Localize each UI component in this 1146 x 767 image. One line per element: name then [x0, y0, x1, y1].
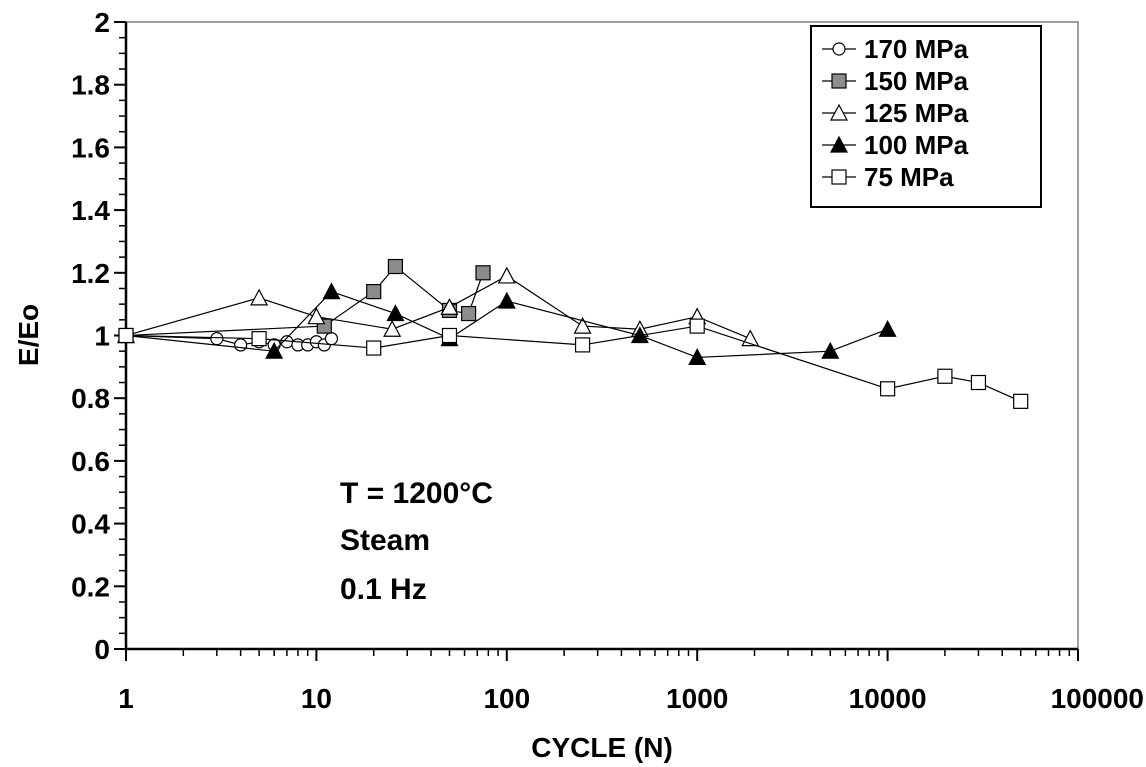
data-point — [210, 332, 224, 346]
y-tick-label: 1.8 — [71, 70, 110, 101]
series-line — [125, 325, 1021, 402]
series-line — [125, 275, 751, 340]
y-tick-label: 1.6 — [71, 132, 110, 163]
y-tick-label: 0.2 — [71, 571, 110, 602]
data-point — [441, 327, 458, 344]
data-point — [307, 307, 326, 325]
series-layer — [117, 258, 1029, 409]
y-tick-label: 0.8 — [71, 383, 110, 414]
data-point — [821, 341, 840, 359]
data-point — [387, 258, 404, 275]
y-axis-title: E/Eo — [13, 304, 44, 366]
legend-marker — [830, 103, 848, 121]
series-75-mpa — [118, 318, 1029, 409]
annotation-temperature: T = 1200°C — [340, 477, 493, 510]
data-point — [386, 304, 405, 322]
y-tick-label: 0.6 — [71, 446, 110, 477]
data-point — [574, 337, 591, 353]
y-tick-label: 1 — [94, 321, 110, 352]
legend-label: 100 MPa — [864, 130, 969, 160]
data-point — [573, 316, 592, 334]
data-point — [440, 298, 459, 315]
series-100-mpa — [117, 282, 897, 366]
y-tick-label: 1.2 — [71, 258, 110, 289]
data-point — [265, 341, 284, 359]
axes — [114, 21, 1079, 661]
legend-marker — [832, 42, 846, 56]
legend-label: 170 MPa — [864, 34, 969, 64]
tick-labels: 0 0.2 0.4 0.6 0.8 1 1.2 1.4 1.6 1.8 2 1 10 100 1000 100… — [71, 7, 1144, 714]
x-tick-label: 10 — [301, 683, 332, 714]
x-tick-label: 1 — [118, 683, 134, 714]
x-axis-title: CYCLE (N) — [531, 732, 673, 763]
y-tick-label: 0 — [94, 634, 110, 665]
x-tick-label: 100 — [483, 683, 530, 714]
data-point — [688, 348, 707, 366]
data-point — [970, 374, 987, 391]
data-point — [366, 340, 382, 356]
x-tick-label: 1000 — [666, 683, 728, 714]
y-tick-label: 2 — [94, 7, 110, 38]
data-point — [878, 319, 897, 337]
x-tick-label: 10000 — [849, 683, 927, 714]
series-line — [125, 290, 888, 359]
data-point — [497, 291, 516, 309]
data-point — [879, 381, 896, 397]
legend-marker — [830, 135, 848, 153]
annotation-environment: Steam — [340, 524, 430, 557]
data-point — [460, 305, 477, 322]
data-point — [383, 319, 402, 337]
y-tick-label: 0.4 — [71, 509, 110, 540]
x-tick-label: 100000 — [1051, 683, 1144, 714]
data-point — [250, 288, 269, 306]
data-point — [322, 282, 341, 300]
data-point — [689, 318, 705, 334]
legend-label: 75 MPa — [864, 162, 954, 192]
legend-entry: 150 MPa — [822, 66, 969, 96]
y-tick-label: 1.4 — [71, 195, 110, 226]
data-point — [118, 327, 134, 344]
data-point — [1013, 393, 1029, 409]
legend-marker — [831, 73, 847, 89]
legend-marker — [831, 169, 847, 185]
data-point — [497, 266, 516, 284]
legend-entry: 100 MPa — [822, 130, 969, 160]
legend-label: 125 MPa — [864, 98, 969, 128]
annotation-block: T = 1200°C Steam 0.1 Hz — [340, 477, 493, 606]
data-point — [937, 368, 953, 384]
data-point — [324, 332, 339, 346]
data-point — [251, 331, 267, 347]
legend-entry: 170 MPa — [822, 34, 969, 64]
data-point — [234, 338, 248, 352]
legend-entry: 125 MPa — [822, 98, 969, 128]
legend-label: 150 MPa — [864, 66, 969, 96]
legend-entry: 75 MPa — [822, 162, 954, 192]
data-point — [366, 284, 382, 300]
data-point — [475, 265, 491, 281]
annotation-frequency: 0.1 Hz — [340, 573, 427, 606]
